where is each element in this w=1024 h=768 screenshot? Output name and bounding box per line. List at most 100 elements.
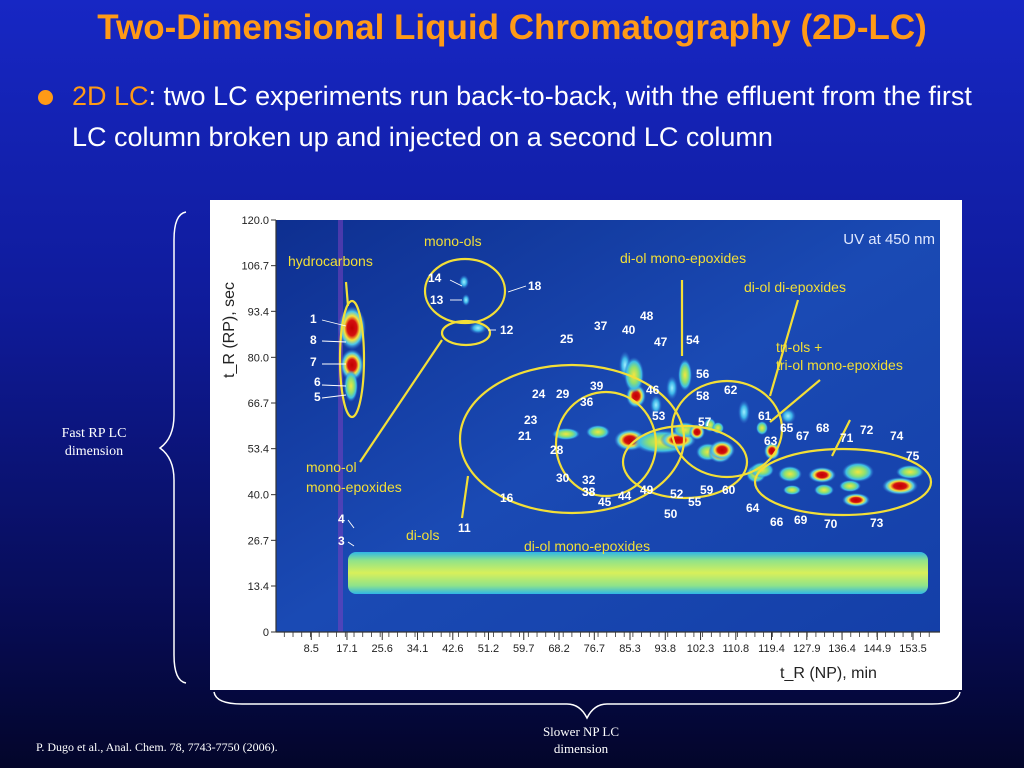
intensity-spot	[842, 462, 874, 482]
peak-label: 62	[724, 383, 738, 397]
peak-label: 12	[500, 323, 514, 337]
x-tick-label: 136.4	[828, 643, 856, 655]
peak-label: 53	[652, 409, 666, 423]
peak-label: 75	[906, 449, 920, 463]
peak-label: 39	[590, 379, 604, 393]
y-tick-label: 120.0	[241, 215, 269, 227]
peak-label: 44	[618, 489, 632, 503]
peak-label: 74	[890, 429, 904, 443]
intensity-spot	[842, 493, 870, 507]
peak-label: 72	[860, 423, 874, 437]
x-tick-label: 102.3	[687, 643, 715, 655]
peak-label: 1	[310, 312, 317, 326]
x-brace-icon	[213, 691, 961, 720]
intensity-spot	[882, 477, 918, 495]
group-outline	[423, 257, 507, 325]
chromatogram-chart: 0 13.4 26.7 40.0 53.4 66.7 80.0 93.4 106.7 120.0 8…	[221, 215, 940, 682]
slide-title: Two-Dimensional Liquid Chromatography (2…	[97, 8, 927, 47]
annotation-arrow	[460, 475, 470, 519]
bullet-point: 2D LC: two LC experiments run back-to-ba…	[38, 76, 998, 158]
annotation-arrow	[359, 339, 443, 463]
intensity-spot	[624, 357, 644, 393]
annotation-arrow	[344, 281, 350, 307]
intensity-spot	[678, 359, 692, 391]
peak-label: 64	[746, 501, 760, 515]
solvent-streak	[338, 220, 343, 632]
baseline-band	[348, 552, 928, 594]
peak-label: 25	[560, 332, 574, 346]
y-tick-label: 53.4	[248, 444, 269, 456]
peak-label: 30	[556, 471, 570, 485]
chromatogram-figure: 0 13.4 26.7 40.0 53.4 66.7 80.0 93.4 106.7 120.0 8…	[210, 200, 962, 690]
peak-label: 4	[338, 512, 345, 526]
intensity-spot	[780, 408, 796, 424]
peak-label: 8	[310, 333, 317, 347]
intensity-spot	[738, 400, 750, 424]
group-label: di-ol di-epoxides	[744, 279, 846, 295]
group-outline	[338, 299, 366, 419]
peak-label: 23	[524, 413, 538, 427]
intensity-spot	[896, 465, 924, 479]
peak-label: 45	[598, 495, 612, 509]
x-tick-label: 144.9	[864, 643, 892, 655]
x-tick-label: 17.1	[336, 643, 357, 655]
bullet-dot-icon	[38, 90, 53, 105]
peak-label: 7	[310, 355, 317, 369]
x-tick-label: 76.7	[584, 643, 605, 655]
peak-pointer	[321, 394, 347, 399]
x-tick-label: 85.3	[619, 643, 640, 655]
intensity-spot	[756, 421, 768, 435]
x-tick-label: 59.7	[513, 643, 534, 655]
peak-label: 73	[870, 516, 884, 530]
y-tick-label: 0	[263, 627, 269, 639]
bullet-term: 2D LC	[72, 81, 149, 111]
peak-label: 49	[640, 483, 654, 497]
peak-label: 67	[796, 429, 810, 443]
peak-label: 65	[780, 421, 794, 435]
intensity-spot	[344, 370, 358, 402]
peak-label: 66	[770, 515, 784, 529]
x-tick-label: 25.6	[372, 643, 393, 655]
peak-label: 32	[582, 473, 596, 487]
x-tick-label: 42.6	[442, 643, 463, 655]
intensity-spot	[552, 428, 580, 440]
group-outline	[554, 390, 658, 498]
x-tick-label: 51.2	[478, 643, 499, 655]
group-label: di-ol mono-epoxides	[620, 250, 746, 266]
bullet-description: : two LC experiments run back-to-back, w…	[72, 81, 972, 152]
peak-label: 59	[700, 483, 714, 497]
peak-label: 29	[556, 387, 570, 401]
intensity-spot	[778, 466, 802, 482]
peak-label: 40	[622, 323, 636, 337]
peak-label: 13	[430, 293, 444, 307]
peak-label: 3	[338, 534, 345, 548]
x-tick-label: 68.2	[548, 643, 569, 655]
group-label: di-ol mono-epoxides	[524, 538, 650, 554]
group-outline	[440, 319, 492, 347]
peak-label: 24	[532, 387, 546, 401]
y-dimension-label: Fast RP LC dimension	[61, 426, 127, 459]
peak-pointer	[347, 541, 355, 547]
intensity-spot	[808, 467, 836, 483]
y-brace-icon	[158, 211, 187, 684]
peak-label: 60	[722, 483, 736, 497]
x-tick-label: 93.8	[655, 643, 676, 655]
peak-label: 58	[696, 389, 710, 403]
intensity-spot	[709, 440, 735, 460]
peak-label: 38	[582, 485, 596, 499]
peak-pointer	[321, 340, 347, 343]
group-label: tri-ols +	[776, 339, 822, 355]
group-label: di-ols	[406, 527, 439, 543]
peak-label: 5	[314, 390, 321, 404]
y-tick-label: 93.4	[248, 306, 269, 318]
group-label: tri-ol mono-epoxides	[776, 357, 903, 373]
peak-label: 71	[840, 431, 854, 445]
peak-label: 14	[428, 271, 442, 285]
x-tick-label: 34.1	[407, 643, 428, 655]
intensity-spot	[459, 275, 469, 289]
peak-label: 46	[646, 383, 660, 397]
annotation-arrow	[768, 299, 800, 397]
intensity-spot	[783, 485, 801, 495]
intensity-spot	[469, 322, 487, 334]
peak-label: 33	[582, 485, 596, 499]
